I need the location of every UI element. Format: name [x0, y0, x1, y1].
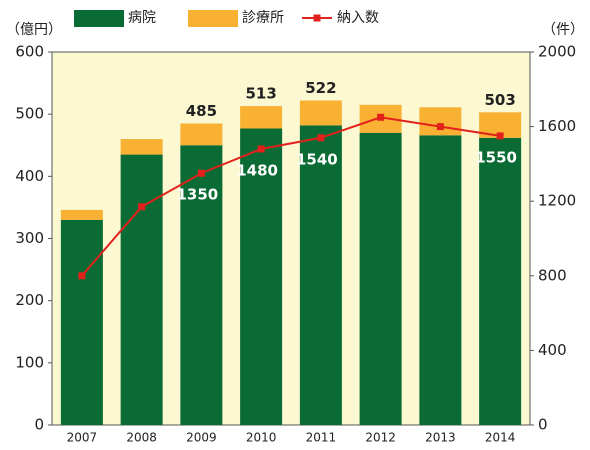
total-label: 513	[245, 85, 276, 103]
line	[81, 116, 501, 277]
total-label: 503	[484, 91, 515, 109]
line-label: 1350	[177, 186, 219, 204]
x-tick-label: 2012	[365, 431, 396, 445]
bar-segment	[299, 125, 342, 426]
y-tick-label: 600	[15, 43, 44, 61]
y-tick-label: 200	[15, 291, 44, 309]
y-tick-label: 0	[34, 416, 44, 434]
x-tick-label: 2014	[485, 431, 516, 445]
y2-tick-label: 1200	[538, 192, 576, 210]
y2-tick-label: 2000	[538, 43, 576, 61]
bar-segment	[60, 219, 103, 425]
legend-label: 納入数	[337, 10, 379, 26]
line-marker	[377, 113, 385, 121]
bar-segment	[240, 128, 283, 425]
legend-marker	[313, 14, 321, 22]
line-marker	[317, 134, 325, 142]
y-tick-label: 500	[15, 105, 44, 123]
y2-axis-unit: （件）	[542, 22, 584, 38]
bar-segment	[359, 132, 402, 426]
line-marker	[78, 272, 86, 280]
x-tick-label: 2013	[425, 431, 456, 445]
y2-tick-label: 0	[538, 416, 548, 434]
legend-label: 病院	[128, 10, 156, 26]
bar-segment	[299, 100, 342, 126]
x-tick-label: 2007	[67, 431, 98, 445]
line-marker	[436, 123, 444, 131]
y-tick-label: 400	[15, 167, 44, 185]
bar-segment	[60, 209, 103, 220]
line-marker	[138, 203, 146, 211]
legend-swatch	[74, 10, 124, 27]
x-tick-label: 2008	[126, 431, 157, 445]
bar-segment	[479, 137, 522, 426]
line-label: 1540	[296, 150, 338, 168]
bar-segment	[120, 154, 163, 425]
x-tick-label: 2009	[186, 431, 217, 445]
bar-segment	[180, 145, 223, 425]
line-marker	[197, 169, 205, 177]
y-tick-label: 100	[15, 353, 44, 371]
line-marker	[496, 132, 504, 140]
y-tick-label: 300	[15, 229, 44, 247]
bar-segment	[180, 123, 223, 146]
bar-segment	[419, 135, 462, 425]
bar-segment	[120, 139, 163, 155]
y2-tick-label: 800	[538, 266, 567, 284]
total-label: 522	[305, 79, 336, 97]
x-tick-label: 2011	[306, 431, 337, 445]
legend-swatch	[188, 10, 238, 27]
y2-tick-label: 1600	[538, 117, 576, 135]
line-marker	[257, 145, 265, 153]
line-label: 1480	[236, 161, 278, 179]
y-axis-unit: （億円）	[6, 22, 62, 38]
total-label: 485	[186, 102, 217, 120]
y2-tick-label: 400	[538, 341, 567, 359]
legend-label: 診療所	[242, 9, 284, 26]
x-tick-label: 2010	[246, 431, 277, 445]
bar-segment	[419, 107, 462, 136]
bar-segment	[240, 106, 283, 129]
line-label: 1550	[475, 148, 517, 166]
